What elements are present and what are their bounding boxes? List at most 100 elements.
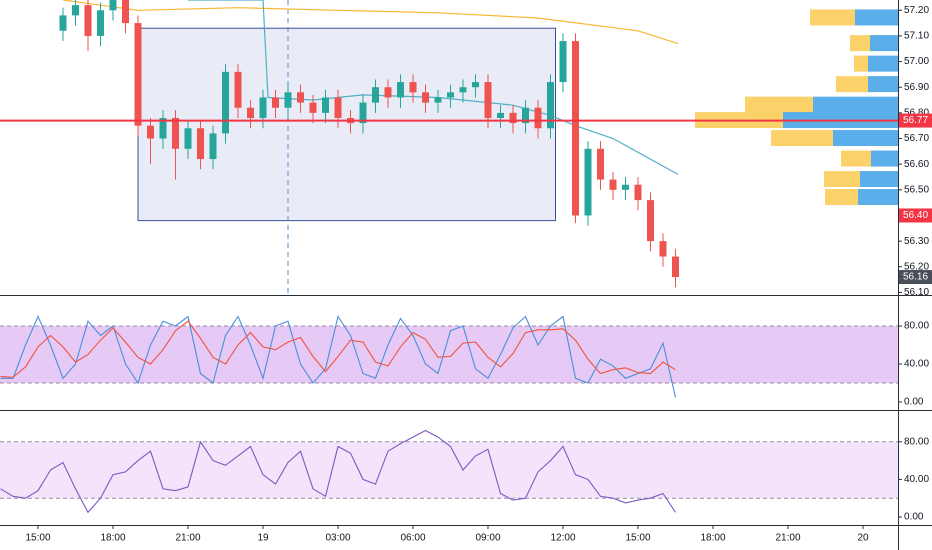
candle-body bbox=[247, 107, 254, 118]
candle-body bbox=[59, 15, 67, 31]
profile-up bbox=[813, 96, 898, 113]
stoch-panel bbox=[0, 315, 898, 398]
candle-body bbox=[547, 82, 554, 129]
candle-body bbox=[97, 10, 104, 36]
x-tick-label: 06:00 bbox=[400, 533, 425, 544]
series-line bbox=[0, 429, 676, 514]
candle-body bbox=[84, 5, 92, 36]
y-tick-label: 56.50 bbox=[904, 184, 929, 195]
candle-body bbox=[447, 92, 454, 98]
y-tick-label: 56.20 bbox=[904, 261, 929, 272]
candle-body bbox=[534, 107, 542, 129]
profile-up bbox=[868, 55, 898, 72]
series-line bbox=[0, 315, 677, 398]
y-tick-label: 56.80 bbox=[904, 108, 929, 119]
profile-down bbox=[825, 189, 858, 206]
profile-up bbox=[871, 150, 898, 167]
band bbox=[0, 441, 898, 499]
candle-body bbox=[334, 97, 342, 118]
candle-body bbox=[622, 184, 629, 190]
candle-body bbox=[459, 87, 467, 93]
price-panel bbox=[0, 0, 898, 295]
candle-body bbox=[522, 107, 529, 124]
y-tick-label: 40.00 bbox=[904, 359, 929, 370]
candle-body bbox=[147, 125, 154, 139]
profile-down bbox=[810, 9, 855, 26]
profile-down bbox=[824, 171, 860, 188]
candle-body bbox=[672, 256, 679, 278]
candle-body bbox=[384, 87, 392, 98]
candle-body bbox=[272, 97, 279, 108]
price-label: 56.16 bbox=[903, 272, 928, 283]
price-label-box bbox=[899, 208, 932, 223]
x-tick-label: 15:00 bbox=[25, 533, 50, 544]
candle-body bbox=[422, 92, 429, 103]
profile-down bbox=[841, 150, 871, 167]
price-label-box bbox=[899, 113, 932, 128]
candle-body bbox=[222, 71, 229, 134]
candle-body bbox=[497, 112, 504, 118]
x-tick-label: 21:00 bbox=[175, 533, 200, 544]
candle-body bbox=[284, 92, 292, 108]
profile-down bbox=[771, 130, 833, 147]
candle-body bbox=[472, 82, 479, 88]
candle-body bbox=[397, 82, 404, 98]
candle-body bbox=[109, 0, 117, 11]
candle-body bbox=[634, 184, 642, 201]
profile-up bbox=[833, 130, 898, 147]
y-tick-label: 56.30 bbox=[904, 236, 929, 247]
y-tick-label: 56.70 bbox=[904, 133, 929, 144]
candle-body bbox=[172, 118, 179, 149]
candle-body bbox=[297, 92, 304, 103]
y-tick-label: 80.00 bbox=[904, 321, 929, 332]
profile-down bbox=[745, 96, 813, 113]
candle-body bbox=[484, 82, 492, 118]
price-label-box bbox=[899, 270, 932, 285]
x-tick-label: 18:00 bbox=[100, 533, 125, 544]
x-tick-label: 12:00 bbox=[550, 533, 575, 544]
candle-body bbox=[134, 23, 142, 126]
moving-average bbox=[62, 0, 679, 45]
y-tick-label: 57.00 bbox=[904, 56, 929, 67]
candle-body bbox=[597, 148, 604, 180]
price-label: 56.40 bbox=[903, 210, 928, 221]
profile-down bbox=[854, 55, 868, 72]
candle-body bbox=[359, 102, 367, 124]
profile-down bbox=[836, 76, 868, 93]
candle-body bbox=[584, 148, 592, 216]
profile-up bbox=[855, 9, 898, 26]
candle-body bbox=[609, 179, 617, 190]
x-tick-label: 20 bbox=[857, 533, 869, 544]
x-tick-label: 15:00 bbox=[625, 533, 650, 544]
candle-body bbox=[309, 102, 317, 113]
candle-body bbox=[184, 128, 192, 149]
y-tick-label: 56.90 bbox=[904, 82, 929, 93]
candle-body bbox=[559, 41, 567, 83]
candle-body bbox=[122, 0, 129, 24]
candle-body bbox=[234, 71, 242, 108]
candle-body bbox=[647, 200, 654, 242]
x-tick-label: 09:00 bbox=[475, 533, 500, 544]
y-tick-label: 0.00 bbox=[904, 512, 924, 523]
range-box bbox=[137, 27, 556, 222]
y-tick-label: 0.00 bbox=[904, 397, 924, 408]
series-line bbox=[0, 320, 676, 378]
profile-up bbox=[860, 171, 898, 188]
candle-body bbox=[434, 97, 442, 103]
candle-body bbox=[659, 241, 667, 257]
candle-body bbox=[572, 41, 579, 216]
x-tick-label: 03:00 bbox=[325, 533, 350, 544]
rsi-panel bbox=[0, 429, 898, 514]
price-label: 56.77 bbox=[903, 115, 928, 126]
y-tick-label: 56.10 bbox=[904, 287, 929, 298]
y-tick-label: 80.00 bbox=[904, 436, 929, 447]
profile-down bbox=[850, 35, 870, 52]
candle-body bbox=[409, 82, 417, 93]
candle-body bbox=[209, 133, 217, 160]
candle-body bbox=[159, 118, 167, 139]
profile-up bbox=[868, 76, 898, 93]
candle-body bbox=[322, 97, 329, 113]
profile-up bbox=[858, 189, 898, 206]
